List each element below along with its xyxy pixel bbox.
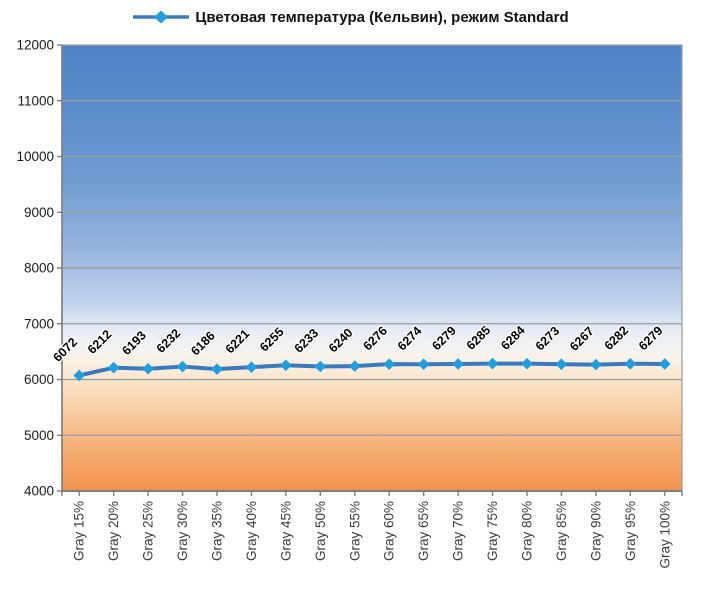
y-tick-label: 10000 bbox=[16, 149, 54, 164]
legend-marker-icon bbox=[133, 10, 190, 24]
x-tick-label: Gray 55% bbox=[347, 501, 362, 561]
x-tick-label: Gray 95% bbox=[623, 501, 638, 561]
data-point-marker[interactable] bbox=[486, 357, 499, 370]
data-point-marker[interactable] bbox=[521, 357, 533, 370]
data-point-marker[interactable] bbox=[211, 363, 223, 375]
data-point-marker[interactable] bbox=[245, 361, 258, 373]
y-tick-label: 9000 bbox=[24, 205, 54, 220]
x-tick-label: Gray 25% bbox=[141, 501, 156, 561]
data-point-marker[interactable] bbox=[142, 362, 154, 375]
x-tick-label: Gray 90% bbox=[588, 501, 603, 561]
x-tick-label: Gray 30% bbox=[175, 501, 190, 561]
data-point-marker[interactable] bbox=[107, 361, 120, 374]
y-tick-label: 8000 bbox=[24, 261, 54, 276]
data-point-marker[interactable] bbox=[383, 358, 396, 370]
x-tick-label: Gray 20% bbox=[106, 501, 121, 561]
x-tick-label: Gray 45% bbox=[278, 501, 293, 561]
data-point-marker[interactable] bbox=[176, 360, 189, 373]
x-tick-label: Gray 80% bbox=[520, 501, 535, 561]
x-tick-label: Gray 35% bbox=[210, 501, 225, 561]
data-point-marker[interactable] bbox=[417, 358, 430, 371]
y-tick-label: 5000 bbox=[24, 428, 54, 443]
data-point-marker[interactable] bbox=[348, 360, 361, 372]
data-point-marker[interactable] bbox=[452, 358, 464, 370]
legend-series-label: Цветовая температура (Кельвин), режим St… bbox=[195, 8, 569, 26]
data-point-marker[interactable] bbox=[590, 358, 602, 371]
x-tick-label: Gray 75% bbox=[485, 501, 500, 561]
data-point-marker[interactable] bbox=[555, 358, 568, 371]
y-tick-label: 4000 bbox=[24, 484, 54, 499]
y-tick-label: 6000 bbox=[24, 372, 54, 387]
data-point-marker[interactable] bbox=[658, 358, 671, 370]
y-tick-label: 12000 bbox=[16, 38, 54, 53]
legend[interactable]: Цветовая температура (Кельвин), режим St… bbox=[0, 5, 701, 29]
data-point-marker[interactable] bbox=[314, 360, 327, 373]
data-point-marker[interactable] bbox=[280, 359, 292, 372]
x-tick-label: Gray 100% bbox=[657, 501, 672, 569]
data-point-marker[interactable] bbox=[73, 369, 86, 382]
y-tick-label: 7000 bbox=[24, 316, 54, 331]
x-tick-label: Gray 50% bbox=[313, 501, 328, 561]
x-tick-label: Gray 15% bbox=[72, 501, 87, 561]
x-tick-label: Gray 40% bbox=[244, 501, 259, 561]
x-tick-label: Gray 60% bbox=[382, 501, 397, 561]
y-tick-label: 11000 bbox=[17, 93, 54, 108]
data-point-marker[interactable] bbox=[624, 357, 637, 370]
x-tick-label: Gray 65% bbox=[416, 501, 431, 561]
x-tick-label: Gray 70% bbox=[451, 501, 466, 561]
x-tick-label: Gray 85% bbox=[554, 501, 569, 561]
